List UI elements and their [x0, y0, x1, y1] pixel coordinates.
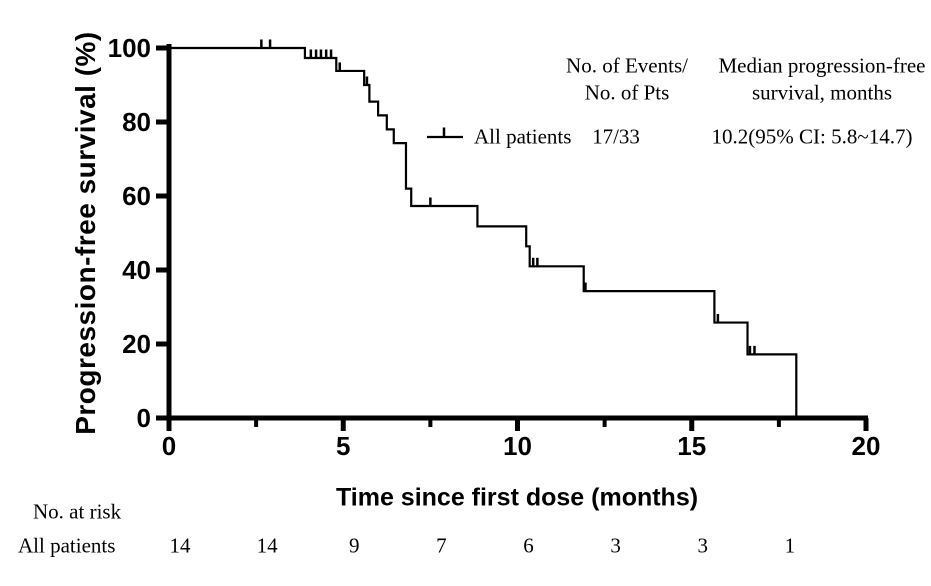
legend-events-value: 17/33: [592, 124, 640, 149]
risk-value: 7: [436, 533, 447, 558]
risk-value: 3: [610, 533, 621, 558]
risk-value: 3: [697, 533, 709, 558]
risk-value: 6: [523, 533, 534, 558]
x-tick-label: 0: [162, 431, 176, 461]
x-tick-label: 20: [852, 431, 881, 461]
legend-series-label: All patients: [474, 124, 572, 149]
risk-value: 9: [349, 533, 360, 558]
header-events-line1: No. of Events/: [566, 53, 688, 78]
y-tick-label: 20: [122, 329, 151, 359]
risk-value: 14: [169, 533, 191, 558]
x-tick-label: 5: [336, 431, 350, 461]
risk-table-title: No. at risk: [33, 499, 122, 524]
x-tick-label: 10: [503, 431, 532, 461]
header-median-line2: survival, months: [752, 80, 892, 105]
risk-row-label: All patients: [18, 533, 116, 558]
risk-value: 1: [784, 533, 796, 558]
y-tick-label: 80: [122, 107, 151, 137]
x-axis-title: Time since first dose (months): [335, 483, 699, 512]
header-median-line1: Median progression-free: [718, 53, 926, 78]
y-tick-label: 60: [122, 181, 151, 211]
km-curve-all-patients: [169, 46, 798, 418]
risk-value: 14: [256, 533, 278, 558]
y-axis-title: Progression-free survival (%): [70, 31, 101, 435]
y-tick-label: 100: [108, 33, 151, 63]
y-tick-label: 40: [122, 255, 151, 285]
y-tick-label: 0: [137, 403, 151, 433]
header-events-line2: No. of Pts: [584, 80, 670, 105]
x-tick-label: 15: [677, 431, 706, 461]
legend-median-value: 10.2(95% CI: 5.8~14.7): [711, 124, 913, 149]
